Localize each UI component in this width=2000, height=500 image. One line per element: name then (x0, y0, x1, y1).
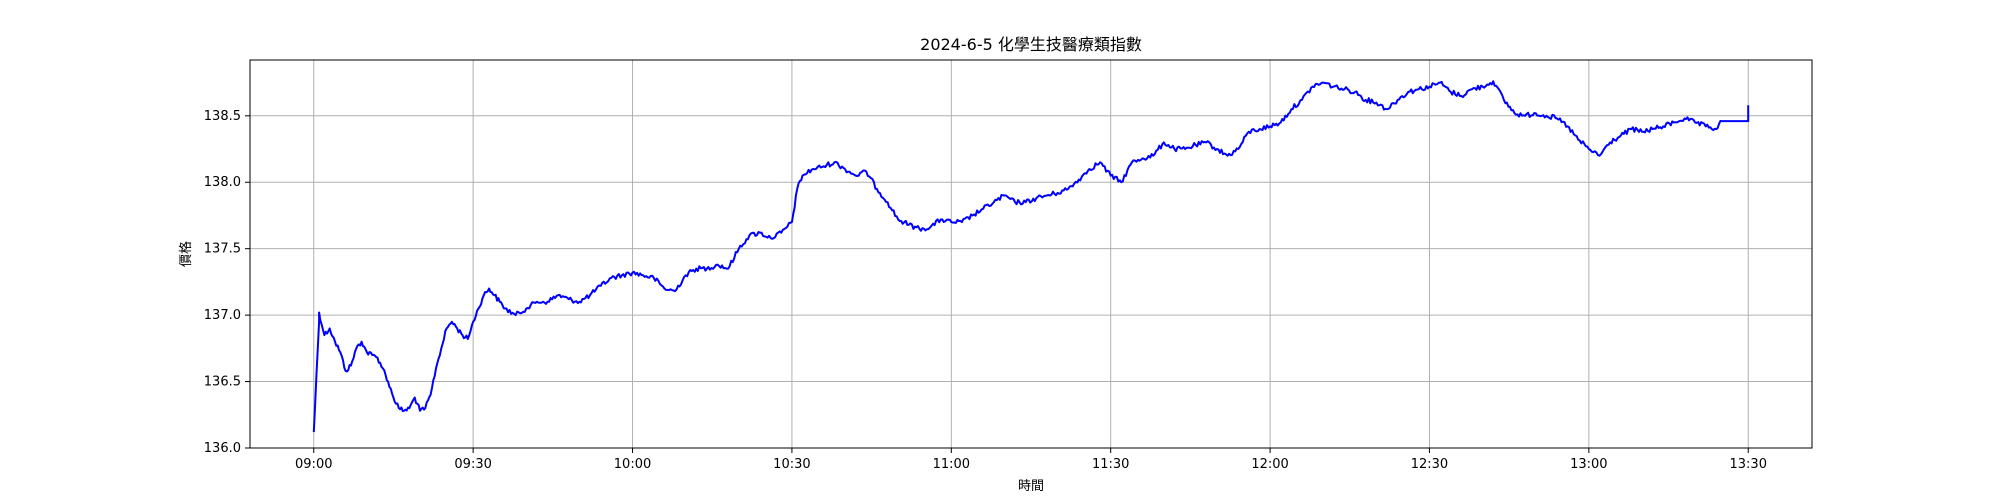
x-tick-label: 12:00 (1251, 457, 1288, 472)
y-tick-label: 136.0 (204, 441, 241, 456)
chart-title: 2024-6-5 化學生技醫療類指數 (920, 35, 1142, 54)
x-tick-label: 13:30 (1730, 457, 1767, 472)
x-tick-label: 11:00 (933, 457, 970, 472)
x-tick-label: 09:00 (295, 457, 332, 472)
x-tick-label: 13:00 (1570, 457, 1607, 472)
x-tick-label: 12:30 (1411, 457, 1448, 472)
x-axis-ticks: 09:00 09:30 10:00 10:30 11:00 11:30 12:00 12:30… (295, 448, 1767, 472)
y-tick-label: 138.5 (204, 109, 241, 124)
y-axis-label: 價格 (178, 241, 194, 267)
plot-area (249, 59, 1813, 449)
x-tick-label: 11:30 (1092, 457, 1129, 472)
y-tick-label: 137.5 (204, 242, 241, 257)
x-tick-label: 09:30 (454, 457, 491, 472)
x-axis-label: 時間 (1018, 479, 1044, 494)
series-line-group (312, 80, 1750, 433)
x-tick-label: 10:00 (614, 457, 651, 472)
y-tick-label: 136.5 (204, 375, 241, 390)
x-tick-label: 10:30 (773, 457, 810, 472)
y-tick-label: 138.0 (204, 175, 241, 190)
grid (250, 60, 1812, 449)
price-series-line (312, 80, 1750, 433)
y-tick-label: 137.0 (204, 308, 241, 323)
y-axis-ticks: 136.0 136.5 137.0 137.5 138.0 138.5 (204, 109, 250, 456)
